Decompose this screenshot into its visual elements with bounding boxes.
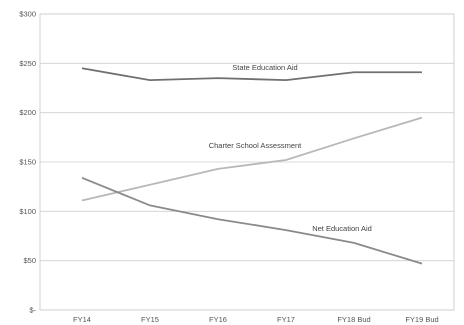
x-tick-label: FY14 — [73, 315, 91, 324]
series-lines — [81, 67, 423, 265]
y-axis-ticks: $- $50 $100 $150 $200 $250 $300 — [19, 10, 36, 315]
x-tick-label: FY15 — [141, 315, 159, 324]
series-label: Charter School Assessment — [209, 141, 302, 150]
series-annotations: State Education Aid Charter School Assess… — [209, 63, 372, 233]
y-tick-label: $250 — [19, 59, 36, 68]
y-tick-label: $50 — [23, 256, 36, 265]
x-tick-label: FY17 — [277, 315, 295, 324]
y-tick-label: $- — [29, 306, 36, 315]
y-tick-label: $200 — [19, 108, 36, 117]
y-tick-label: $150 — [19, 158, 36, 167]
series-label: Net Education Aid — [312, 224, 372, 233]
x-tick-label: FY18 Bud — [337, 315, 370, 324]
x-tick-label: FY16 — [209, 315, 227, 324]
y-tick-label: $300 — [19, 10, 36, 19]
x-tick-label: FY19 Bud — [405, 315, 438, 324]
series-line-2 — [81, 176, 423, 265]
gridlines — [40, 13, 454, 311]
series-label: State Education Aid — [232, 63, 297, 72]
series-line-0 — [81, 67, 422, 82]
series-line-1 — [81, 116, 423, 202]
x-axis-ticks: FY14 FY15 FY16 FY17 FY18 Bud FY19 Bud — [73, 315, 439, 324]
y-tick-label: $100 — [19, 207, 36, 216]
